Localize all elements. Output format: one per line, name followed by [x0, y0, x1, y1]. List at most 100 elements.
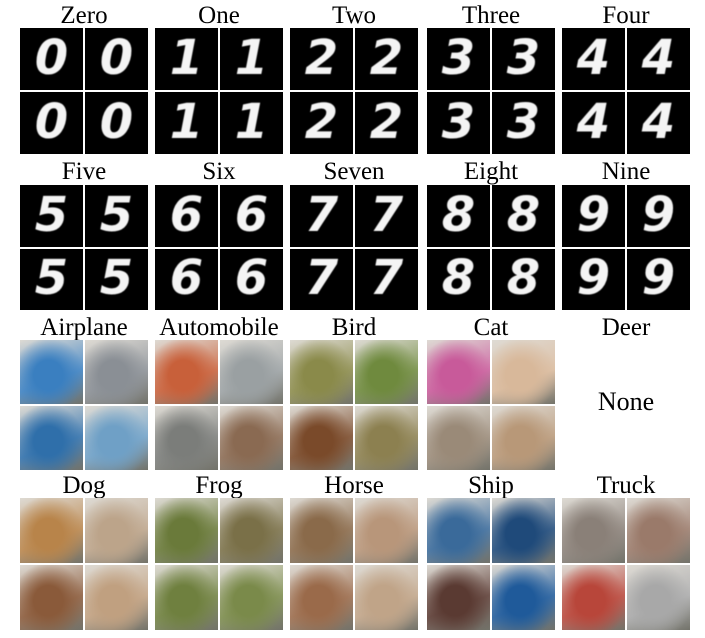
panel-label: Dog [62, 472, 106, 499]
digit-sample: 3 [427, 92, 490, 154]
image-sample [20, 340, 83, 404]
digit-glyph: 4 [641, 29, 676, 86]
digit-glyph: 0 [34, 29, 69, 86]
digit-glyph: 1 [169, 93, 204, 150]
image-sample [85, 406, 148, 470]
digit-glyph: 0 [34, 93, 69, 150]
digit-glyph: 6 [169, 186, 204, 243]
image-sample [85, 340, 148, 404]
image-sample [155, 340, 218, 404]
digit-sample: 1 [155, 92, 218, 154]
sample-grid [290, 340, 418, 470]
image-sample [562, 498, 625, 563]
digit-sample: 6 [220, 248, 283, 310]
digit-sample: 2 [355, 92, 418, 154]
digit-sample: 9 [562, 185, 625, 247]
image-sample [85, 565, 148, 630]
panel-label: Eight [463, 158, 519, 185]
sample-grid [20, 498, 148, 630]
panel-label: Deer [601, 314, 651, 341]
image-sample [355, 340, 418, 404]
digit-glyph: 6 [234, 250, 269, 307]
digit-glyph: 8 [506, 186, 541, 243]
digit-sample: 1 [220, 28, 283, 90]
panel-label: Five [61, 158, 107, 185]
sample-grid [155, 498, 283, 630]
digit-sample: 6 [155, 248, 218, 310]
digit-sample: 4 [562, 28, 625, 90]
sample-grid [427, 498, 555, 630]
panel-label: Six [202, 158, 236, 185]
digit-sample: 7 [290, 248, 353, 310]
digit-glyph: 0 [99, 93, 134, 150]
digit-glyph: 1 [234, 93, 269, 150]
digit-sample: 1 [155, 28, 218, 90]
digit-sample: 7 [290, 185, 353, 247]
panel-label: Automobile [159, 314, 279, 341]
digit-sample: 9 [627, 185, 690, 247]
digit-sample: 7 [355, 248, 418, 310]
digit-glyph: 4 [641, 93, 676, 150]
digit-glyph: 2 [304, 29, 339, 86]
image-sample [20, 406, 83, 470]
image-sample [355, 565, 418, 630]
image-sample [290, 498, 353, 563]
digit-sample: 4 [627, 28, 690, 90]
digit-sample: 8 [492, 185, 555, 247]
panel-label: Ship [468, 472, 514, 499]
digit-glyph: 8 [441, 186, 476, 243]
image-sample [220, 565, 283, 630]
digit-glyph: 6 [234, 186, 269, 243]
sample-grid [20, 340, 148, 470]
image-sample [427, 406, 490, 470]
image-sample [290, 340, 353, 404]
digit-sample: 1 [220, 92, 283, 154]
digit-sample: 4 [627, 92, 690, 154]
image-sample [155, 406, 218, 470]
image-sample [427, 340, 490, 404]
digit-glyph: 7 [369, 186, 404, 243]
digit-glyph: 7 [369, 250, 404, 307]
digit-sample: 2 [355, 28, 418, 90]
digit-sample: 6 [220, 185, 283, 247]
digit-sample: 5 [85, 185, 148, 247]
digit-sample: 7 [355, 185, 418, 247]
sample-grid [290, 498, 418, 630]
digit-glyph: 7 [304, 250, 339, 307]
digit-sample: 8 [427, 185, 490, 247]
digit-sample: 0 [20, 92, 83, 154]
digit-glyph: 7 [304, 186, 339, 243]
image-sample [220, 406, 283, 470]
panel-label: Bird [331, 314, 377, 341]
digit-sample: 0 [85, 92, 148, 154]
image-sample [155, 565, 218, 630]
digit-glyph: 9 [641, 186, 676, 243]
digit-glyph: 2 [304, 93, 339, 150]
panel-label: Zero [60, 2, 108, 29]
digit-sample: 2 [290, 92, 353, 154]
digit-glyph: 4 [576, 93, 611, 150]
digit-glyph: 4 [576, 29, 611, 86]
digit-glyph: 3 [506, 29, 541, 86]
panel-label: Nine [601, 158, 651, 185]
panel-label: Seven [323, 158, 385, 185]
image-sample [290, 565, 353, 630]
digit-sample: 8 [492, 248, 555, 310]
sample-grid [562, 498, 690, 630]
digit-sample: 8 [427, 248, 490, 310]
digit-glyph: 5 [34, 250, 69, 307]
digit-glyph: 5 [99, 186, 134, 243]
image-sample [627, 565, 690, 630]
image-sample [562, 565, 625, 630]
image-sample [355, 406, 418, 470]
digit-glyph: 9 [576, 186, 611, 243]
digit-glyph: 3 [441, 29, 476, 86]
digit-glyph: 6 [169, 250, 204, 307]
digit-sample: 2 [290, 28, 353, 90]
